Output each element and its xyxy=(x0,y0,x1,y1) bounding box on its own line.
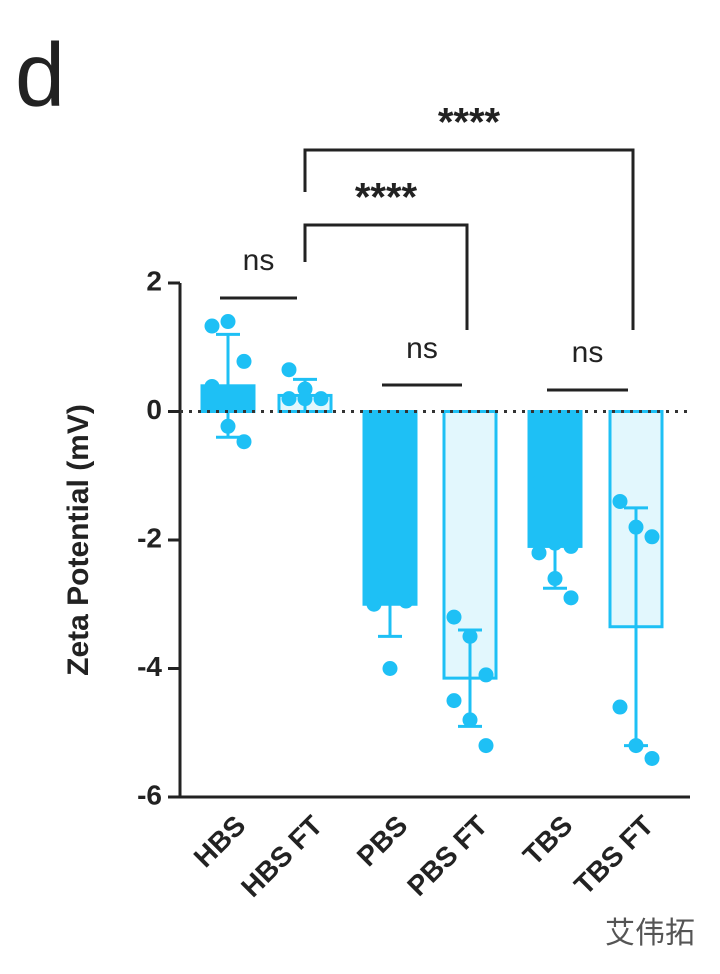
data-point xyxy=(446,609,462,625)
y-tick-label: -6 xyxy=(137,779,162,810)
x-tick-label: TBS FT xyxy=(568,810,659,901)
data-point xyxy=(204,318,220,334)
data-point xyxy=(446,693,462,709)
significance-label: ns xyxy=(406,332,438,365)
data-point xyxy=(220,418,236,434)
data-point xyxy=(478,667,494,683)
data-point xyxy=(563,590,579,606)
x-tick-label: PBS xyxy=(351,810,414,873)
significance-label: ns xyxy=(572,336,604,369)
data-point xyxy=(478,738,494,754)
data-point xyxy=(366,567,382,583)
y-tick-label: -2 xyxy=(137,522,162,553)
significance-label: **** xyxy=(438,101,501,145)
x-tick-label: PBS FT xyxy=(401,810,493,902)
data-point xyxy=(382,661,398,676)
significance-bracket xyxy=(303,148,635,330)
x-tick-label: HBS xyxy=(188,810,252,874)
data-point xyxy=(313,391,329,407)
y-tick-label: 2 xyxy=(146,265,162,296)
data-point xyxy=(531,474,547,490)
data-point xyxy=(563,538,579,554)
data-point xyxy=(628,519,644,535)
x-tick-label: HBS FT xyxy=(235,810,328,903)
data-point xyxy=(204,378,220,394)
y-tick-label: 0 xyxy=(146,394,162,425)
y-tick-label: -4 xyxy=(137,651,162,682)
data-point xyxy=(644,529,660,545)
data-point xyxy=(462,628,478,644)
data-point xyxy=(297,391,313,407)
panel-label: d xyxy=(15,26,65,126)
significance-bracket xyxy=(303,223,469,330)
data-point xyxy=(612,699,628,715)
data-point xyxy=(220,314,236,330)
watermark: 艾伟拓 xyxy=(605,917,695,950)
data-point xyxy=(644,750,660,766)
data-point xyxy=(398,593,414,609)
data-point xyxy=(281,362,297,378)
data-point xyxy=(628,738,644,754)
data-point xyxy=(236,434,252,450)
significance-label: ns xyxy=(243,244,275,277)
data-point xyxy=(612,493,628,509)
x-tick-label: TBS xyxy=(517,810,579,872)
data-point xyxy=(531,545,547,561)
y-axis-label: Zeta Potential (mV) xyxy=(62,404,95,676)
data-point xyxy=(547,535,563,551)
data-point xyxy=(547,571,563,587)
data-point xyxy=(382,590,398,606)
significance-label: **** xyxy=(355,176,418,220)
data-point xyxy=(281,391,297,407)
data-point xyxy=(236,353,252,369)
data-point xyxy=(462,712,478,728)
data-point xyxy=(366,596,382,612)
